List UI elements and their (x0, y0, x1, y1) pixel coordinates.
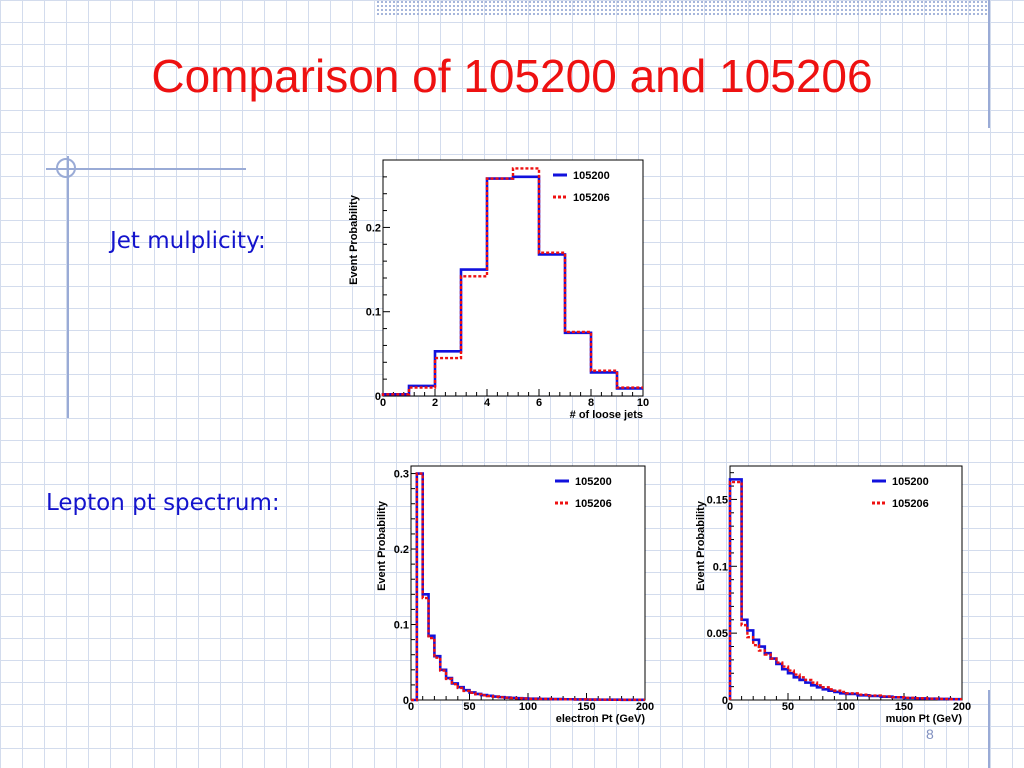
y-tick-label: 0.3 (394, 469, 409, 481)
header-vertical-rule (988, 0, 990, 128)
y-tick-label: 0.05 (707, 628, 728, 640)
jet-multiplicity-label: Jet mulplicity: (110, 228, 266, 254)
y-axis-label: Event Probability (695, 500, 707, 591)
x-tick-label: 150 (577, 701, 595, 713)
legend-label-105200: 105200 (573, 170, 610, 182)
y-tick-label: 0.1 (366, 307, 381, 319)
jet-multiplicity-chart: 0 2 4 6 8 10 0 0.1 0.2 # of loose jets Event Proba… (348, 159, 649, 421)
x-axis-label: muon Pt (GeV) (886, 713, 963, 725)
x-tick-label: 0 (727, 701, 733, 713)
plot-frame (410, 465, 646, 701)
y-tick-label: 0 (722, 695, 728, 707)
slide-title: Comparison of 105200 and 105206 (151, 50, 873, 102)
y-axis-label: Event Probability (348, 194, 360, 285)
x-axis-label: electron Pt (GeV) (556, 713, 646, 725)
x-axis-label: # of loose jets (570, 409, 643, 421)
footer-vertical-rule (988, 690, 990, 768)
y-tick-label: 0.2 (366, 222, 381, 234)
x-tick-label: 4 (484, 397, 491, 409)
plot-frame (382, 159, 644, 397)
y-tick-label: 0 (375, 391, 381, 403)
series-105206-histogram (728, 480, 962, 701)
x-tick-label: 50 (782, 701, 794, 713)
lepton-pt-label: Lepton pt spectrum: (46, 490, 280, 516)
y-tick-label: 0 (403, 695, 409, 707)
side-vertical-rule (67, 156, 69, 418)
muon-pt-chart: 0 50 100 150 200 0 0.05 0.1 0.15 muon Pt (GeV) Eve… (695, 465, 971, 725)
plot-frame (729, 465, 963, 701)
x-tick-label: 100 (519, 701, 537, 713)
x-tick-label: 0 (408, 701, 414, 713)
x-tick-label: 50 (463, 701, 475, 713)
x-tick-label: 8 (588, 397, 594, 409)
x-tick-label: 10 (637, 397, 649, 409)
series-105206-histogram (381, 167, 643, 396)
side-horizontal-rule (46, 168, 246, 170)
legend-label-105206: 105206 (892, 498, 929, 510)
x-tick-label: 150 (895, 701, 913, 713)
y-tick-label: 0.15 (707, 494, 728, 506)
y-tick-label: 0.1 (713, 561, 728, 573)
side-circle (56, 158, 76, 178)
x-tick-label: 200 (636, 701, 654, 713)
header-dotted-band (376, 0, 988, 16)
y-tick-label: 0.1 (394, 620, 409, 632)
legend-label-105200: 105200 (892, 476, 929, 488)
legend-label-105200: 105200 (575, 476, 612, 488)
y-tick-label: 0.2 (394, 544, 409, 556)
x-tick-label: 100 (837, 701, 855, 713)
x-tick-label: 0 (380, 397, 386, 409)
x-tick-label: 200 (953, 701, 971, 713)
x-tick-label: 6 (536, 397, 542, 409)
page-number: 8 (926, 726, 934, 742)
y-axis-label: Event Probability (376, 500, 388, 591)
legend-label-105206: 105206 (575, 498, 612, 510)
series-105206-histogram (411, 472, 645, 702)
x-tick-label: 2 (432, 397, 438, 409)
legend-label-105206: 105206 (573, 192, 610, 204)
electron-pt-chart: 0 50 100 150 200 0 0.1 0.2 0.3 electron Pt (GeV) E… (376, 465, 654, 725)
